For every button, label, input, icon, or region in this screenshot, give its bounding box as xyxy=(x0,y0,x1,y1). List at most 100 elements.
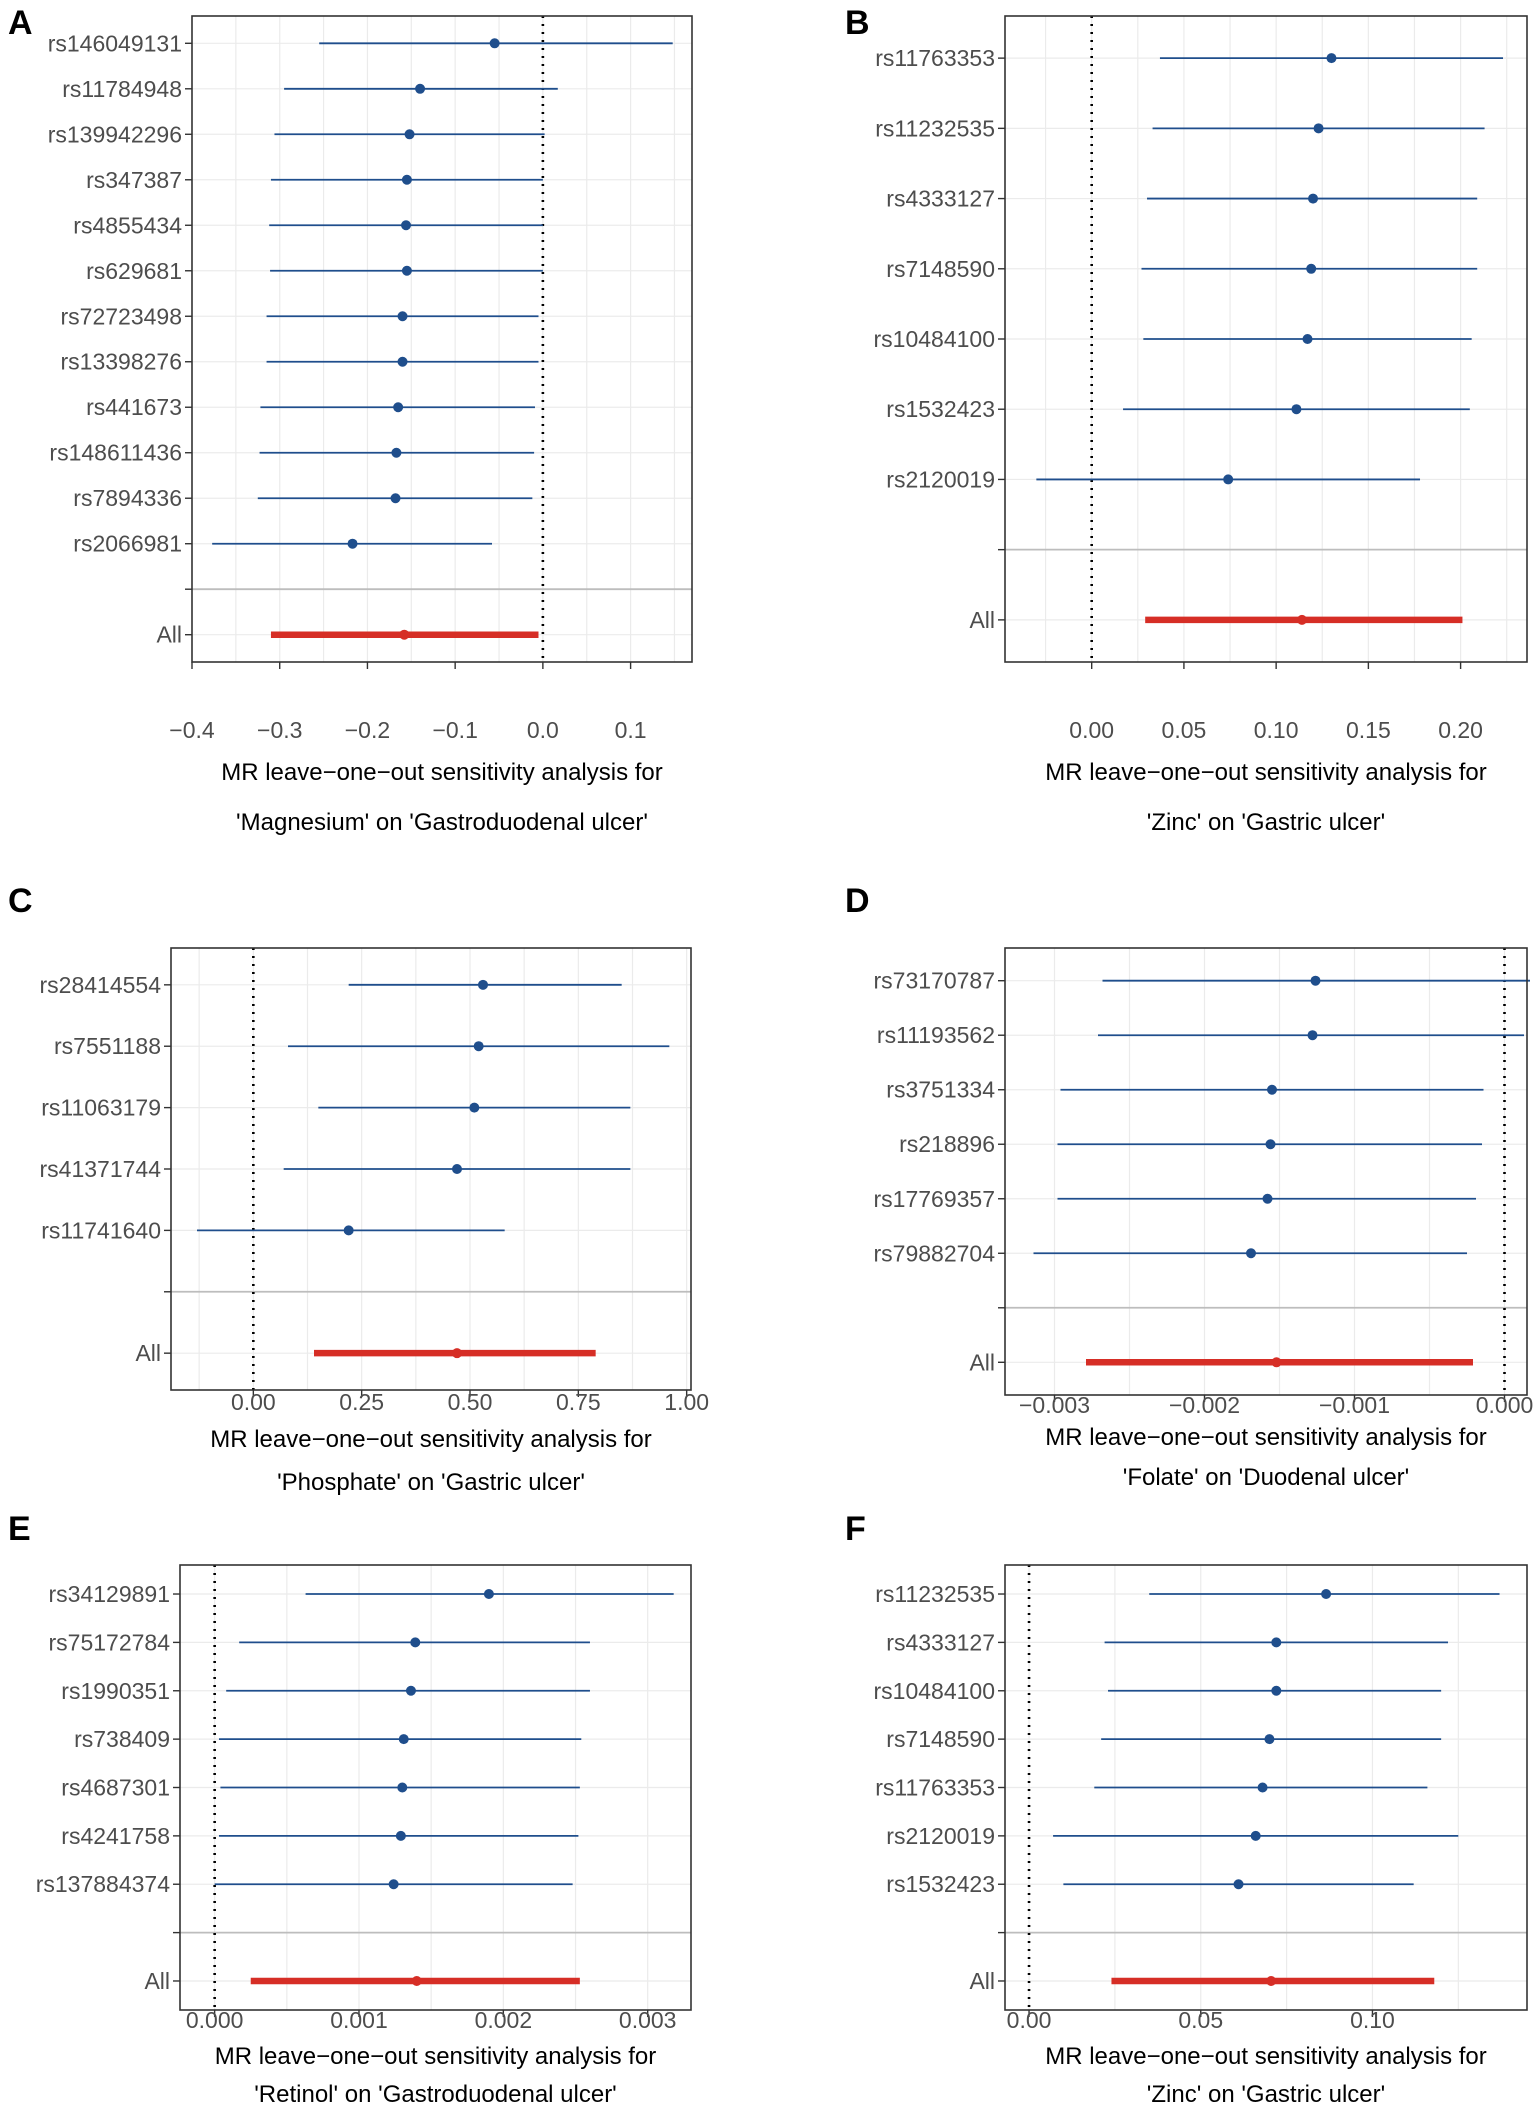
snp-estimate-point xyxy=(1265,1139,1276,1150)
x-tick-label: 0.0 xyxy=(527,717,559,743)
panel-letter: B xyxy=(845,4,870,42)
x-tick-label: 0.10 xyxy=(1254,717,1299,743)
x-tick-label: −0.1 xyxy=(432,717,477,743)
snp-estimate-point xyxy=(401,220,412,231)
gridlines xyxy=(192,16,692,662)
snp-estimate-point xyxy=(1291,404,1302,415)
snp-estimate-point xyxy=(397,356,408,367)
snp-estimate-point xyxy=(397,1782,408,1793)
snp-label: rs4687301 xyxy=(61,1775,170,1801)
plot-frame xyxy=(1004,947,1528,1396)
x-tick-label: 0.20 xyxy=(1438,717,1483,743)
snp-label: rs148611436 xyxy=(49,440,182,466)
snp-label: rs2120019 xyxy=(886,1823,995,1849)
x-tick-label: 0.15 xyxy=(1346,717,1391,743)
snp-estimate-point xyxy=(1302,334,1313,344)
panel-letter: A xyxy=(8,4,33,42)
snp-estimate-point xyxy=(1321,1589,1332,1600)
snp-label: rs4855434 xyxy=(73,212,182,238)
overall-label: All xyxy=(144,1968,170,1994)
snp-estimate-point xyxy=(1262,1193,1273,1204)
snp-label: rs4333127 xyxy=(886,1629,995,1655)
x-tick-label: 1.00 xyxy=(664,1389,709,1415)
x-tick-label: 0.000 xyxy=(186,2007,244,2033)
x-tick-label: 0.05 xyxy=(1178,2007,1223,2033)
snp-estimate-point xyxy=(1271,1637,1282,1648)
snp-label: rs11741640 xyxy=(41,1217,161,1243)
x-tick-label: 0.50 xyxy=(448,1389,493,1415)
x-tick-label: −0.003 xyxy=(1019,1392,1090,1418)
axis-caption-line-1: MR leave−one−out sensitivity analysis fo… xyxy=(1045,1424,1487,1451)
snp-estimate-point xyxy=(1313,123,1324,134)
snp-estimate-point xyxy=(452,1164,462,1174)
panel-letter: F xyxy=(845,1510,866,1548)
snp-estimate-point xyxy=(473,1041,484,1052)
x-tick-label: −0.4 xyxy=(169,717,215,743)
snp-label: rs41371744 xyxy=(40,1156,162,1182)
snp-estimate-point xyxy=(1310,975,1321,986)
snp-estimate-point xyxy=(1233,1879,1244,1890)
x-tick-label: 0.05 xyxy=(1162,717,1207,743)
snp-estimate-point xyxy=(405,1685,416,1696)
snp-estimate-point xyxy=(1326,53,1337,64)
axis-caption-line-2: 'Folate' on 'Duodenal ulcer' xyxy=(1123,1464,1410,1491)
snp-label: rs4333127 xyxy=(886,186,995,212)
x-tick-label: 0.25 xyxy=(339,1389,384,1415)
overall-estimate-point xyxy=(1271,1357,1282,1368)
snp-estimate-point xyxy=(1307,1030,1318,1041)
snp-estimate-point xyxy=(478,979,488,990)
overall-label: All xyxy=(969,1349,995,1375)
snp-estimate-point xyxy=(343,1225,354,1236)
snp-estimate-point xyxy=(391,447,402,458)
axis-caption-line-1: MR leave−one−out sensitivity analysis fo… xyxy=(215,2043,657,2070)
x-tick-label: 0.00 xyxy=(1007,2007,1052,2033)
snp-estimate-point xyxy=(1246,1248,1256,1259)
snp-estimate-point xyxy=(489,38,500,49)
snp-label: rs72723498 xyxy=(61,303,183,329)
snp-label: rs11232535 xyxy=(875,115,995,141)
snp-estimate-point xyxy=(404,129,415,140)
snp-estimate-point xyxy=(483,1589,494,1600)
snp-estimate-point xyxy=(415,83,426,94)
snp-label: rs139942296 xyxy=(48,121,182,147)
snp-label: rs11784948 xyxy=(62,76,182,102)
snp-label: rs11232535 xyxy=(875,1581,995,1607)
snp-label: rs11193562 xyxy=(877,1022,995,1048)
snp-label: rs75172784 xyxy=(49,1629,171,1655)
snp-estimate-point xyxy=(1267,1084,1277,1095)
snp-label: rs137884374 xyxy=(36,1871,170,1897)
x-tick-label: 0.75 xyxy=(556,1389,601,1415)
panel-letter: C xyxy=(8,882,33,920)
x-tick-label: −0.001 xyxy=(1319,1392,1390,1418)
snp-estimate-point xyxy=(401,174,412,185)
snp-estimate-point xyxy=(1308,193,1319,204)
snp-estimate-point xyxy=(469,1102,480,1113)
snp-label: rs11063179 xyxy=(41,1095,161,1121)
snp-label: rs738409 xyxy=(74,1726,170,1752)
x-tick-label: 0.002 xyxy=(475,2007,533,2033)
panel-letter: E xyxy=(8,1510,31,1548)
snp-label: rs218896 xyxy=(899,1131,995,1157)
snp-label: rs10484100 xyxy=(874,326,996,352)
overall-label: All xyxy=(135,1340,161,1366)
axis-caption-line-2: 'Zinc' on 'Gastric ulcer' xyxy=(1147,809,1385,836)
snp-label: rs79882704 xyxy=(874,1240,996,1266)
x-tick-label: −0.3 xyxy=(257,717,302,743)
snp-label: rs7148590 xyxy=(886,256,995,282)
x-tick-label: 0.000 xyxy=(1476,1392,1534,1418)
snp-label: rs7148590 xyxy=(886,1726,995,1752)
snp-estimate-point xyxy=(393,402,404,413)
axis-caption-line-2: 'Magnesium' on 'Gastroduodenal ulcer' xyxy=(236,809,648,836)
x-tick-label: 0.00 xyxy=(1069,717,1114,743)
axis-caption-line-1: MR leave−one−out sensitivity analysis fo… xyxy=(221,759,663,786)
snp-estimate-point xyxy=(397,311,408,322)
overall-label: All xyxy=(156,622,182,648)
overall-estimate-point xyxy=(1266,1975,1277,1986)
axis-caption-line-1: MR leave−one−out sensitivity analysis fo… xyxy=(1045,759,1487,786)
